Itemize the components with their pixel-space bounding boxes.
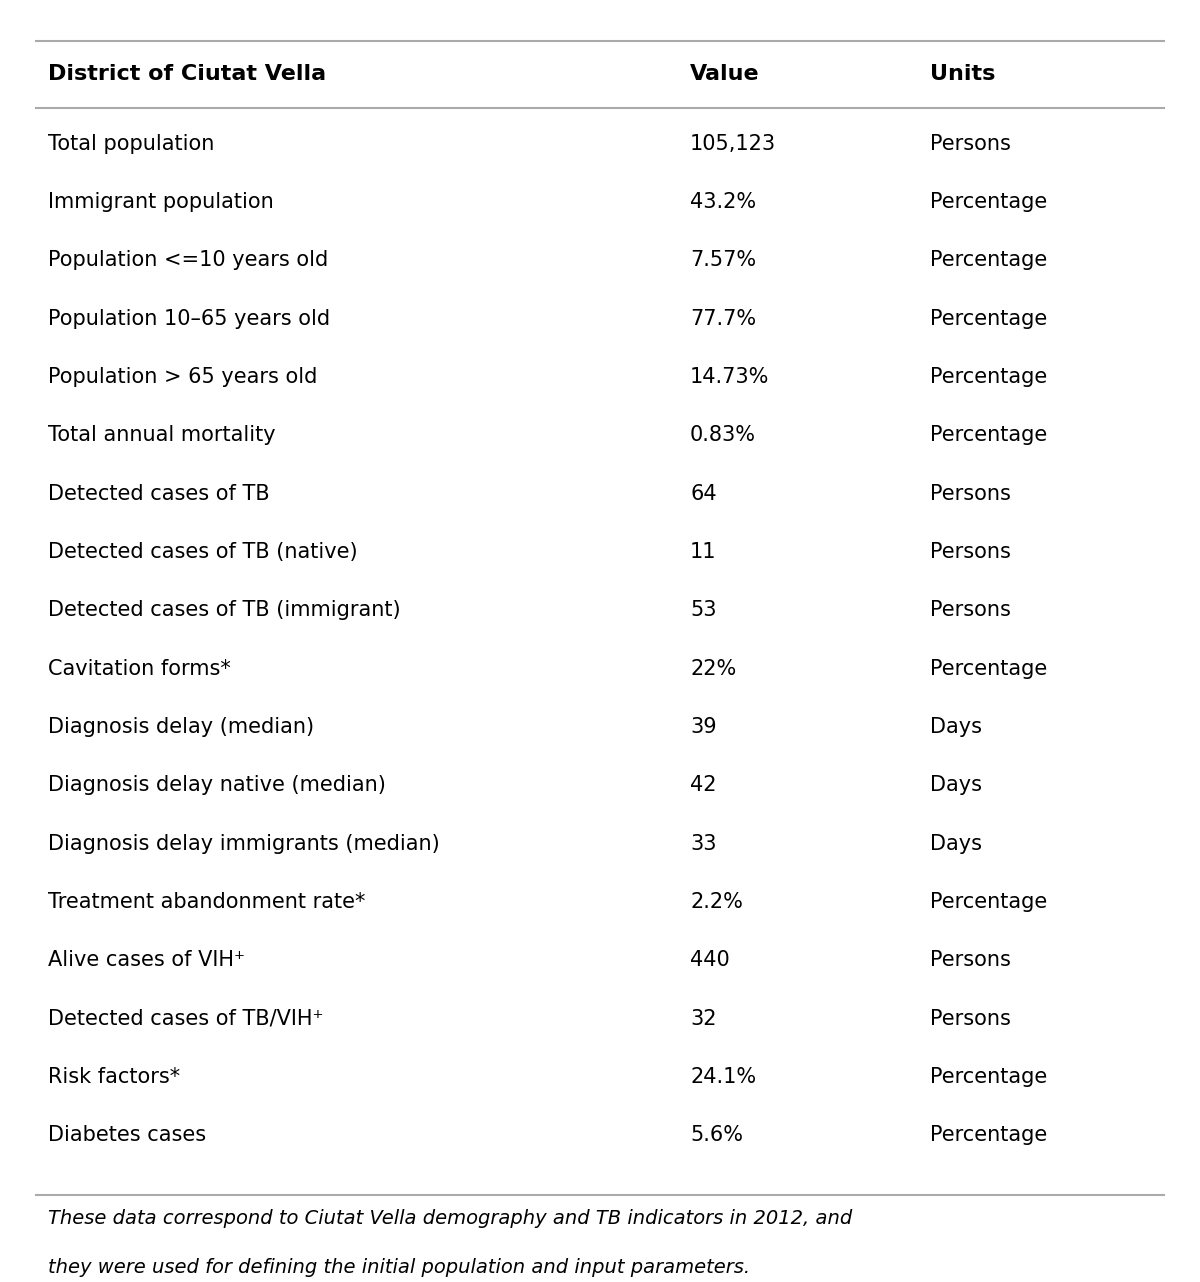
Text: Risk factors*: Risk factors* bbox=[48, 1067, 180, 1087]
Text: 440: 440 bbox=[690, 950, 730, 970]
Text: 2.2%: 2.2% bbox=[690, 892, 743, 912]
Text: 24.1%: 24.1% bbox=[690, 1067, 756, 1087]
Text: Percentage: Percentage bbox=[930, 1067, 1048, 1087]
Text: 42: 42 bbox=[690, 776, 716, 795]
Text: Value: Value bbox=[690, 64, 760, 85]
Text: Percentage: Percentage bbox=[930, 250, 1048, 271]
Text: Percentage: Percentage bbox=[930, 192, 1048, 212]
Text: Population <=10 years old: Population <=10 years old bbox=[48, 250, 329, 271]
Text: Detected cases of TB (native): Detected cases of TB (native) bbox=[48, 542, 358, 562]
Text: Persons: Persons bbox=[930, 133, 1010, 154]
Text: Units: Units bbox=[930, 64, 995, 85]
Text: Percentage: Percentage bbox=[930, 892, 1048, 912]
Text: Days: Days bbox=[930, 717, 982, 737]
Text: 14.73%: 14.73% bbox=[690, 367, 769, 387]
Text: 7.57%: 7.57% bbox=[690, 250, 756, 271]
Text: 22%: 22% bbox=[690, 659, 737, 678]
Text: Diagnosis delay native (median): Diagnosis delay native (median) bbox=[48, 776, 386, 795]
Text: 105,123: 105,123 bbox=[690, 133, 776, 154]
Text: Percentage: Percentage bbox=[930, 309, 1048, 328]
Text: Treatment abandonment rate*: Treatment abandonment rate* bbox=[48, 892, 365, 912]
Text: 43.2%: 43.2% bbox=[690, 192, 756, 212]
Text: Days: Days bbox=[930, 776, 982, 795]
Text: Persons: Persons bbox=[930, 542, 1010, 562]
Text: District of Ciutat Vella: District of Ciutat Vella bbox=[48, 64, 326, 85]
Text: Diabetes cases: Diabetes cases bbox=[48, 1126, 206, 1145]
Text: These data correspond to Ciutat Vella demography and TB indicators in 2012, and: These data correspond to Ciutat Vella de… bbox=[48, 1209, 852, 1228]
Text: Persons: Persons bbox=[930, 950, 1010, 970]
Text: Detected cases of TB: Detected cases of TB bbox=[48, 483, 270, 504]
Text: Persons: Persons bbox=[930, 1009, 1010, 1028]
Text: 77.7%: 77.7% bbox=[690, 309, 756, 328]
Text: Detected cases of TB (immigrant): Detected cases of TB (immigrant) bbox=[48, 600, 401, 620]
Text: 0.83%: 0.83% bbox=[690, 426, 756, 445]
Text: 5.6%: 5.6% bbox=[690, 1126, 743, 1145]
Text: 11: 11 bbox=[690, 542, 716, 562]
Text: Diagnosis delay immigrants (median): Diagnosis delay immigrants (median) bbox=[48, 833, 439, 854]
Text: 39: 39 bbox=[690, 717, 716, 737]
Text: 64: 64 bbox=[690, 483, 716, 504]
Text: 32: 32 bbox=[690, 1009, 716, 1028]
Text: Detected cases of TB/VIH⁺: Detected cases of TB/VIH⁺ bbox=[48, 1009, 324, 1028]
Text: Percentage: Percentage bbox=[930, 426, 1048, 445]
Text: Percentage: Percentage bbox=[930, 1126, 1048, 1145]
Text: Total annual mortality: Total annual mortality bbox=[48, 426, 276, 445]
Text: Persons: Persons bbox=[930, 483, 1010, 504]
Text: Percentage: Percentage bbox=[930, 659, 1048, 678]
Text: Days: Days bbox=[930, 833, 982, 854]
Text: Alive cases of VIH⁺: Alive cases of VIH⁺ bbox=[48, 950, 245, 970]
Text: 33: 33 bbox=[690, 833, 716, 854]
Text: Percentage: Percentage bbox=[930, 367, 1048, 387]
Text: 53: 53 bbox=[690, 600, 716, 620]
Text: Diagnosis delay (median): Diagnosis delay (median) bbox=[48, 717, 314, 737]
Text: they were used for defining the initial population and input parameters.: they were used for defining the initial … bbox=[48, 1258, 750, 1277]
Text: Persons: Persons bbox=[930, 600, 1010, 620]
Text: Total population: Total population bbox=[48, 133, 215, 154]
Text: Population > 65 years old: Population > 65 years old bbox=[48, 367, 317, 387]
Text: Immigrant population: Immigrant population bbox=[48, 192, 274, 212]
Text: Population 10–65 years old: Population 10–65 years old bbox=[48, 309, 330, 328]
Text: Cavitation forms*: Cavitation forms* bbox=[48, 659, 230, 678]
